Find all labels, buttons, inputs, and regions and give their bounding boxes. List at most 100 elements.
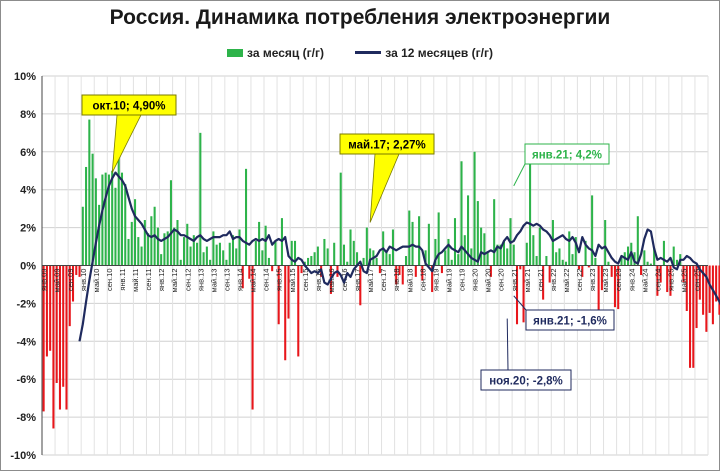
bar xyxy=(365,227,368,266)
x-tick-label: май.14 xyxy=(249,269,258,293)
bar xyxy=(326,248,329,266)
bar xyxy=(124,184,127,266)
bar xyxy=(431,265,434,293)
bar xyxy=(698,265,701,300)
bar xyxy=(222,250,225,266)
bar xyxy=(212,231,215,266)
x-tick-label: янв.19 xyxy=(431,269,440,292)
bar xyxy=(49,265,52,351)
bar xyxy=(564,261,568,266)
bar xyxy=(271,265,274,272)
bar xyxy=(55,265,58,383)
x-tick-label: май.11 xyxy=(131,269,140,292)
bar xyxy=(205,246,208,266)
callout-label: янв.21; 4,2% xyxy=(532,150,602,162)
bar xyxy=(708,265,711,313)
bar xyxy=(209,259,212,266)
bar xyxy=(241,265,244,289)
bar xyxy=(261,250,264,266)
bar xyxy=(398,265,401,275)
bar xyxy=(529,155,532,266)
bar xyxy=(418,216,421,266)
callout-box xyxy=(339,133,435,155)
bar xyxy=(388,254,391,266)
bar xyxy=(447,238,450,266)
bar xyxy=(515,265,519,325)
bar xyxy=(532,235,535,266)
x-tick-label: май.09 xyxy=(53,269,62,293)
bar xyxy=(147,233,150,266)
bar xyxy=(114,187,117,266)
bar xyxy=(375,257,378,266)
x-tick-label: янв.14 xyxy=(236,269,245,292)
bar xyxy=(385,250,388,266)
bar xyxy=(597,265,600,323)
x-tick-label: май.13 xyxy=(209,269,218,293)
bar xyxy=(613,265,616,308)
bar xyxy=(568,231,571,266)
x-tick-label: май.24 xyxy=(640,269,649,293)
y-tick-label: -2% xyxy=(16,298,36,310)
bar xyxy=(71,265,75,302)
bar xyxy=(68,265,71,327)
bar xyxy=(245,168,248,266)
annotation-callout: май.17; 2,27% xyxy=(339,133,435,223)
annotation-callout: ноя.20; -2,8% xyxy=(480,318,572,391)
bar xyxy=(225,259,228,266)
x-tick-label: сен.15 xyxy=(301,269,310,292)
bar xyxy=(316,246,319,266)
bar xyxy=(538,227,541,266)
x-tick-label: сен.22 xyxy=(575,269,584,292)
bar xyxy=(45,265,48,357)
bar xyxy=(248,265,251,279)
bar xyxy=(424,250,427,266)
x-tick-label: май.10 xyxy=(92,269,101,293)
bar xyxy=(653,248,656,266)
bar xyxy=(581,265,584,277)
bar xyxy=(519,265,522,270)
bar xyxy=(636,216,639,266)
bar xyxy=(91,153,94,266)
x-tick-label: сен.17 xyxy=(379,269,388,292)
bar xyxy=(522,265,525,323)
x-tick-label: янв.13 xyxy=(196,269,205,292)
bar xyxy=(548,265,551,283)
x-tick-label: янв.18 xyxy=(392,269,401,292)
bar xyxy=(669,265,672,296)
x-tick-label: май.21 xyxy=(523,269,532,293)
bar xyxy=(493,199,496,266)
bar xyxy=(571,254,574,266)
bar xyxy=(649,263,652,266)
bar xyxy=(480,227,483,266)
bar xyxy=(584,240,587,266)
bar xyxy=(274,240,277,266)
bar xyxy=(640,265,643,275)
bar xyxy=(502,240,505,266)
callout-label: ноя.20; -2,8% xyxy=(489,376,563,388)
x-tick-label: янв.20 xyxy=(471,269,480,292)
annotation-callout: янв.21; -1,6% xyxy=(513,295,615,331)
x-tick-label: янв.22 xyxy=(549,269,558,292)
bar xyxy=(453,218,457,266)
bar xyxy=(617,265,620,310)
bar xyxy=(718,265,720,315)
bar xyxy=(352,240,355,266)
bar xyxy=(75,265,78,275)
bar xyxy=(111,170,114,266)
x-tick-label: сен.12 xyxy=(183,269,192,292)
bar xyxy=(98,204,101,266)
bar xyxy=(659,265,662,283)
bar xyxy=(356,252,359,266)
bar xyxy=(150,216,153,266)
bar xyxy=(130,221,133,266)
bar xyxy=(715,265,718,302)
bar xyxy=(476,201,479,266)
x-tick-label: янв.11 xyxy=(118,269,127,291)
bar xyxy=(81,206,84,266)
y-tick-label: 10% xyxy=(14,71,36,83)
bar xyxy=(578,265,581,270)
bar xyxy=(610,265,613,277)
y-tick-label: -8% xyxy=(16,412,36,424)
bar xyxy=(369,248,372,266)
